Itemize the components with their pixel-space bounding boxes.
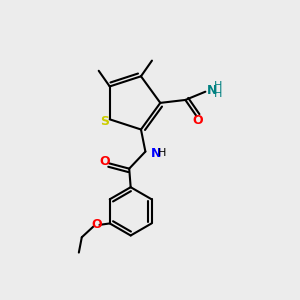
Text: O: O — [192, 114, 203, 127]
Text: N: N — [207, 84, 217, 97]
Text: H: H — [158, 148, 166, 158]
Text: O: O — [91, 218, 102, 231]
Text: H: H — [214, 81, 222, 92]
Text: H: H — [214, 89, 222, 99]
Text: O: O — [100, 155, 110, 168]
Text: S: S — [100, 115, 109, 128]
Text: N: N — [151, 146, 161, 160]
